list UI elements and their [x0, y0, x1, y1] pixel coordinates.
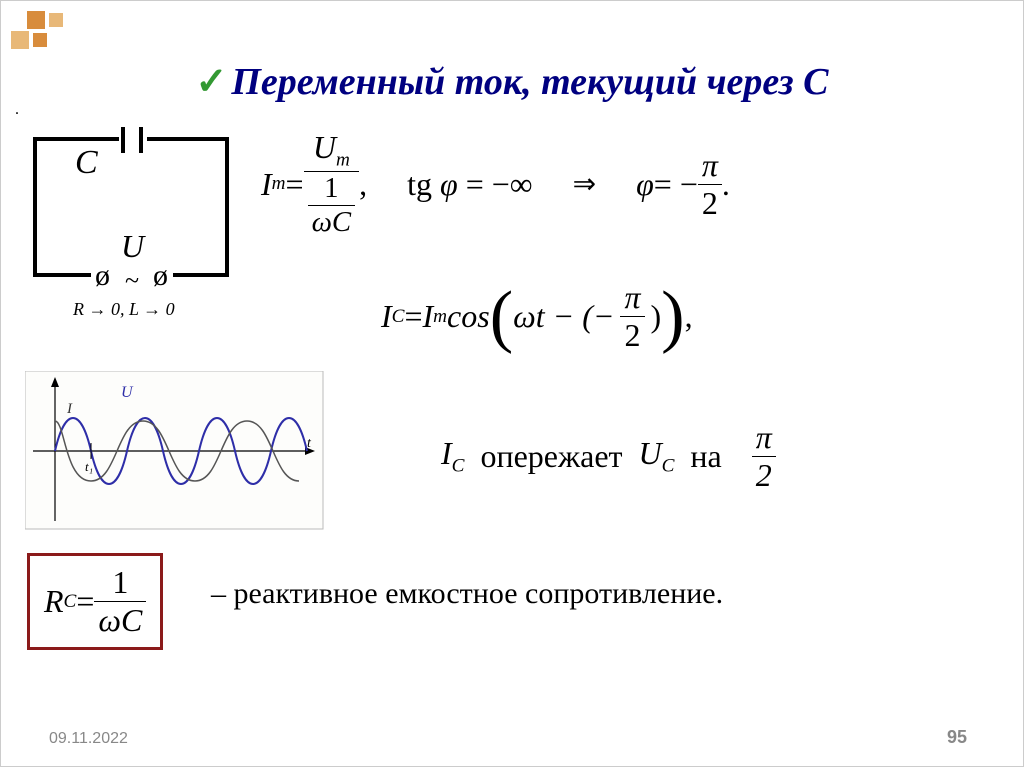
wave-label-i: I — [66, 401, 73, 417]
formula-amplitude: Im = Um 1 ωC , tg φ = −∞ ⇒ φ = − π 2 . — [261, 129, 981, 239]
wave-label-t1: t₁ — [85, 459, 93, 474]
phase-lead-statement: IC опережает UC на π 2 — [441, 419, 776, 494]
footer-page-number: 95 — [947, 727, 967, 748]
slide-title: ✓Переменный ток, текущий через С — [1, 59, 1023, 104]
wave-label-u: U — [121, 384, 134, 401]
circuit-label-c: C — [75, 144, 98, 181]
right-terminal-icon: ø — [153, 259, 168, 292]
left-terminal-icon: ø — [95, 259, 110, 292]
waveform-graph: t U I t₁ — [25, 371, 325, 536]
capacitive-reactance-formula: RC = 1 ωC — [27, 553, 163, 650]
formula-current: IC = Im cos ( ωt − (− π 2 ) ) , — [381, 279, 693, 354]
title-text: Переменный ток, текущий через С — [231, 61, 828, 103]
circuit-caption: R → 0, L → 0 — [73, 299, 175, 320]
circuit-label-u: U — [121, 228, 146, 264]
checkmark-icon: ✓ — [196, 61, 228, 103]
circuit-diagram: C ø ø U ~ — [31, 121, 241, 302]
ac-tilde-icon: ~ — [125, 266, 139, 295]
reactive-description: – реактивное емкостное сопротивление. — [211, 577, 723, 611]
footer-date: 09.11.2022 — [49, 730, 128, 748]
